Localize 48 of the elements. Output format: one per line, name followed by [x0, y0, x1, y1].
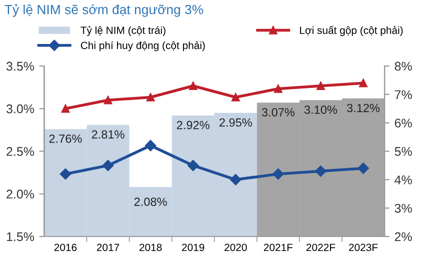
point — [230, 174, 242, 186]
data-label: 2.81% — [92, 130, 124, 139]
point — [146, 93, 155, 102]
y-tick-label: 3.5% — [6, 62, 34, 71]
point — [102, 160, 114, 172]
y-tick-label: 3.0% — [6, 104, 34, 114]
chart-title: Tỷ lệ NIM sẽ sớm đạt ngưỡng 3% — [4, 4, 204, 17]
y-tick-label: 1.5% — [6, 232, 34, 242]
y-tick-label: 2.5% — [6, 147, 34, 156]
y2-tick-label: 2% — [394, 232, 412, 242]
legend-label: Lợi suất gộp (cột phải) — [300, 26, 403, 36]
point — [274, 84, 282, 93]
point — [316, 82, 325, 90]
x-tick-label: 2021F — [264, 244, 293, 252]
point — [61, 104, 70, 113]
data-label: 2.76% — [49, 134, 82, 143]
legend-label: Tỷ lệ NIM (cột trái) — [80, 26, 166, 36]
point — [231, 93, 240, 102]
y2-tick-label: 8% — [394, 62, 412, 71]
point — [60, 168, 72, 180]
point — [144, 140, 156, 152]
x-tick-label: 2018 — [139, 244, 162, 252]
point — [358, 162, 369, 174]
point — [359, 78, 368, 88]
data-label: 2.08% — [134, 198, 167, 206]
y-tick-label: 2.0% — [6, 190, 34, 199]
y2-tick-label: 4% — [394, 176, 412, 184]
x-tick-label: 2020 — [224, 244, 247, 252]
x-tick-label: 2017 — [96, 244, 120, 252]
x-tick-label: 2022F — [306, 244, 336, 252]
y2-tick-label: 3% — [394, 204, 412, 213]
data-label: 3.07% — [262, 108, 294, 116]
data-label: 2.92% — [176, 120, 210, 130]
point — [272, 168, 284, 180]
data-label: 3.10% — [304, 106, 338, 114]
x-tick-label: 2016 — [54, 244, 77, 252]
x-tick-label: 2023F — [349, 244, 378, 252]
point — [187, 160, 199, 172]
y2-tick-label: 6% — [394, 118, 412, 128]
x-tick-label: 2019 — [182, 244, 204, 252]
point — [188, 82, 198, 90]
legend-label: Chi phí huy động (cột phải) — [80, 41, 205, 52]
y2-tick-label: 5% — [394, 147, 412, 156]
data-label: 3.12% — [346, 104, 380, 112]
point — [104, 96, 112, 104]
y2-tick-label: 7% — [394, 90, 412, 100]
data-label: 2.95% — [220, 118, 252, 127]
point — [315, 166, 326, 177]
